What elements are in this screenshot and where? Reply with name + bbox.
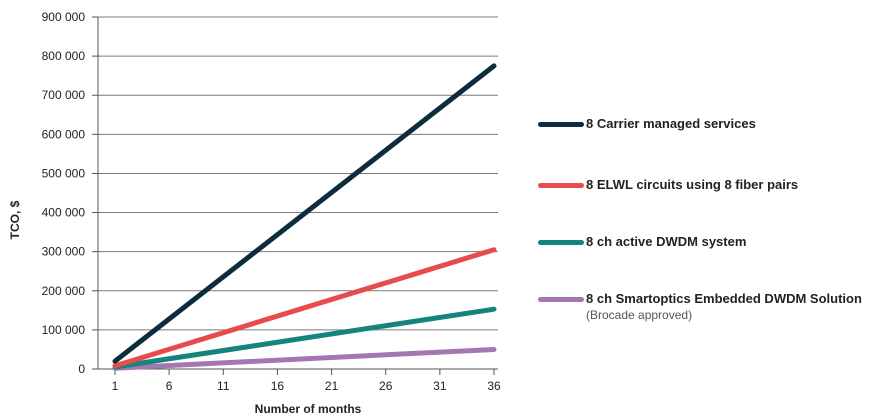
legend-swatch xyxy=(538,183,584,188)
legend-label: 8 ELWL circuits using 8 fiber pairs xyxy=(586,176,798,194)
legend-swatch xyxy=(538,297,584,302)
y-tick-labels: 0 100 000 200 000 300 000 400 000 500 000 600 … xyxy=(42,10,98,376)
series-line xyxy=(112,247,497,369)
legend: 8 Carrier managed services 8 ELWL circuit… xyxy=(538,0,883,418)
y-tick-label: 200 000 xyxy=(42,284,86,298)
series-lines xyxy=(112,63,497,371)
y-tick-label: 900 000 xyxy=(42,10,86,24)
series-line xyxy=(112,306,497,370)
legend-item: 8 ch active DWDM system xyxy=(538,233,746,251)
legend-item: 8 ch Smartoptics Embedded DWDM Solution (… xyxy=(538,290,862,322)
legend-label: 8 ch Smartoptics Embedded DWDM Solution (… xyxy=(586,290,862,322)
x-tick-label: 16 xyxy=(271,379,285,393)
legend-series-name: 8 ch active DWDM system xyxy=(586,234,747,249)
y-tick-label: 0 xyxy=(78,362,85,376)
legend-series-name: 8 ELWL circuits using 8 fiber pairs xyxy=(586,177,799,192)
x-tick-labels: 1 6 11 16 21 26 31 36 xyxy=(112,369,501,393)
legend-item: 8 ELWL circuits using 8 fiber pairs xyxy=(538,176,798,194)
y-tick-label: 100 000 xyxy=(42,323,86,337)
y-tick-label: 800 000 xyxy=(42,49,86,63)
y-tick-label: 300 000 xyxy=(42,245,86,259)
axes xyxy=(97,17,498,370)
legend-swatch xyxy=(538,122,584,127)
legend-series-name: 8 Carrier managed services xyxy=(586,116,756,131)
series-line xyxy=(112,63,497,364)
x-axis-title: Number of months xyxy=(255,402,362,416)
y-tick-label: 700 000 xyxy=(42,88,86,102)
x-tick-label: 1 xyxy=(112,379,119,393)
legend-series-name: 8 ch Smartoptics Embedded DWDM Solution xyxy=(586,291,862,306)
x-tick-label: 31 xyxy=(433,379,447,393)
x-tick-label: 21 xyxy=(325,379,339,393)
tco-chart: 0 100 000 200 000 300 000 400 000 500 000 600 … xyxy=(8,10,501,416)
legend-item: 8 Carrier managed services xyxy=(538,115,756,133)
legend-series-note: (Brocade approved) xyxy=(586,308,693,322)
gridlines xyxy=(98,16,498,331)
legend-swatch xyxy=(538,240,584,245)
y-tick-label: 500 000 xyxy=(42,166,86,180)
x-tick-label: 26 xyxy=(379,379,393,393)
series-line xyxy=(112,346,497,371)
x-tick-label: 11 xyxy=(217,379,230,393)
y-tick-label: 600 000 xyxy=(42,127,86,141)
y-tick-label: 400 000 xyxy=(42,206,86,220)
legend-label: 8 ch active DWDM system xyxy=(586,233,746,251)
x-tick-label: 6 xyxy=(166,379,173,393)
x-tick-label: 36 xyxy=(487,379,501,393)
y-axis-title: TCO, $ xyxy=(8,200,22,239)
legend-label: 8 Carrier managed services xyxy=(586,115,756,133)
